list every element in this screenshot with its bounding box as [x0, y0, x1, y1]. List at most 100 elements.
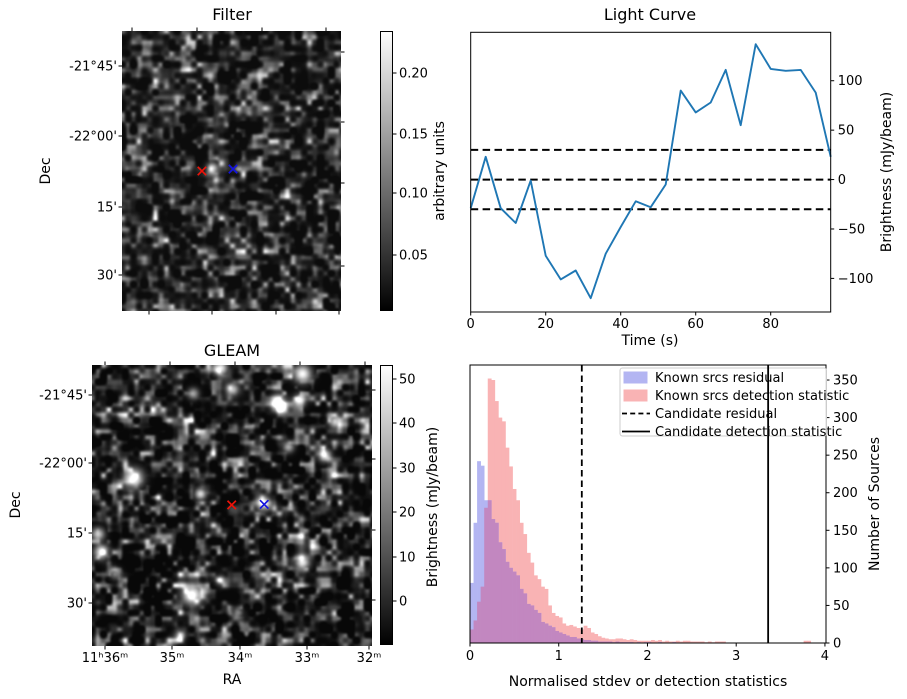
brightness-tick-label: 0: [838, 173, 846, 188]
colorbar-tick-label: 0.10: [399, 187, 428, 202]
bar: [516, 575, 520, 643]
bar: [473, 620, 478, 643]
brightness-tick-label: 50: [838, 124, 855, 139]
time-axis-label: Time (s): [621, 333, 679, 349]
bar: [604, 638, 609, 643]
histogram-x-axis-label: Normalised stdev or detection statistics: [508, 674, 788, 690]
bar: [565, 635, 570, 643]
bar: [640, 640, 645, 643]
gleam-candidate-cross: [226, 500, 237, 510]
bar: [714, 641, 719, 643]
bar: [722, 641, 726, 643]
bar: [501, 549, 506, 643]
bar: [601, 641, 606, 643]
bar: [526, 603, 531, 643]
colorbar-tick-label: 0.20: [399, 67, 428, 82]
bar: [562, 633, 567, 643]
stat-tick-label: 0: [466, 649, 474, 664]
dec-tick-label: 30': [97, 269, 117, 284]
colorbar-tick-label: 50: [399, 373, 416, 388]
bar: [512, 571, 517, 643]
colorbar-tick-label: 10: [399, 551, 416, 566]
stat-tick-label: 1: [555, 649, 563, 664]
bar: [558, 617, 563, 643]
bar: [487, 500, 492, 643]
bar: [643, 640, 648, 643]
gleam-dec-axis-label: Dec: [8, 491, 24, 519]
bar: [693, 641, 698, 643]
axes-spine: [470, 31, 832, 313]
bar: [594, 640, 599, 643]
bar: [562, 623, 567, 643]
bar: [530, 605, 535, 643]
filter-axes: -21°45' -22°00' 15' 30' 0.20 0.15 0.10 0.05: [69, 27, 428, 315]
bar: [509, 466, 513, 643]
gleam-comparison-cross: [259, 499, 270, 510]
bar: [597, 636, 602, 643]
bar: [540, 586, 545, 643]
bar: [569, 636, 574, 643]
bar: [594, 633, 599, 643]
dec-tick-label: 15': [97, 201, 117, 216]
legend-swatch: [623, 389, 648, 402]
brightness-axis-label: Brightness (mJy/beam): [879, 91, 895, 253]
bar: [622, 639, 627, 643]
bar: [707, 641, 712, 643]
count-tick-label: 200: [833, 486, 858, 501]
bar: [470, 629, 474, 643]
bar: [608, 641, 613, 643]
count-tick-label: 50: [833, 599, 850, 614]
light-curve-line: [469, 43, 832, 300]
filter-candidate-cross: [197, 166, 207, 176]
bar: [548, 605, 552, 643]
bar: [590, 640, 595, 643]
legend-label: Candidate detection statistic: [655, 425, 842, 440]
bar: [470, 582, 474, 643]
bar: [619, 638, 623, 643]
bar: [523, 593, 528, 643]
bar: [523, 534, 528, 643]
bar: [505, 561, 510, 643]
colorbar-tick-label: 30: [399, 462, 416, 477]
legend: Known srcs residual Known srcs detection …: [619, 367, 849, 440]
bar: [555, 630, 560, 643]
bar: [651, 639, 655, 643]
gleam-title: GLEAM: [203, 341, 261, 360]
ra-tick-label: 11ʰ36ᵐ: [82, 651, 128, 666]
bar: [572, 626, 577, 643]
filter-colorbar: [380, 31, 393, 311]
bar: [572, 636, 577, 643]
legend-label: Known srcs detection statistic: [655, 389, 849, 404]
bar: [498, 417, 503, 643]
dec-tick-label: 30': [67, 597, 87, 612]
dec-tick-label: -22°00': [39, 457, 87, 472]
bar: [576, 627, 581, 643]
bar: [658, 639, 662, 643]
colorbar-tick-label: 0.15: [399, 128, 428, 143]
time-tick-label: 40: [612, 317, 629, 332]
bar: [583, 639, 588, 643]
bar: [533, 609, 538, 643]
bar: [480, 465, 485, 643]
colorbar-tick-label: 40: [399, 417, 416, 432]
bar: [675, 640, 680, 643]
ra-tick-label: 33ᵐ: [295, 651, 320, 666]
bar: [615, 641, 620, 643]
bar: [544, 623, 549, 643]
x-marker-stroke: [197, 166, 207, 176]
light-curve-title: Light Curve: [603, 5, 697, 24]
filter-colorbar-label: arbitrary units: [432, 121, 448, 221]
bar: [537, 579, 542, 643]
dec-tick-label: -21°45': [39, 389, 87, 404]
stat-tick-label: 4: [821, 649, 829, 664]
filter-dec-axis-label: Dec: [38, 157, 54, 185]
x-marker-stroke: [226, 500, 237, 510]
bar: [491, 380, 496, 643]
bar: [540, 621, 545, 643]
bar: [505, 447, 510, 643]
bar: [668, 641, 673, 643]
bar: [509, 567, 513, 643]
bar: [530, 562, 535, 643]
count-tick-label: 350: [833, 374, 858, 389]
